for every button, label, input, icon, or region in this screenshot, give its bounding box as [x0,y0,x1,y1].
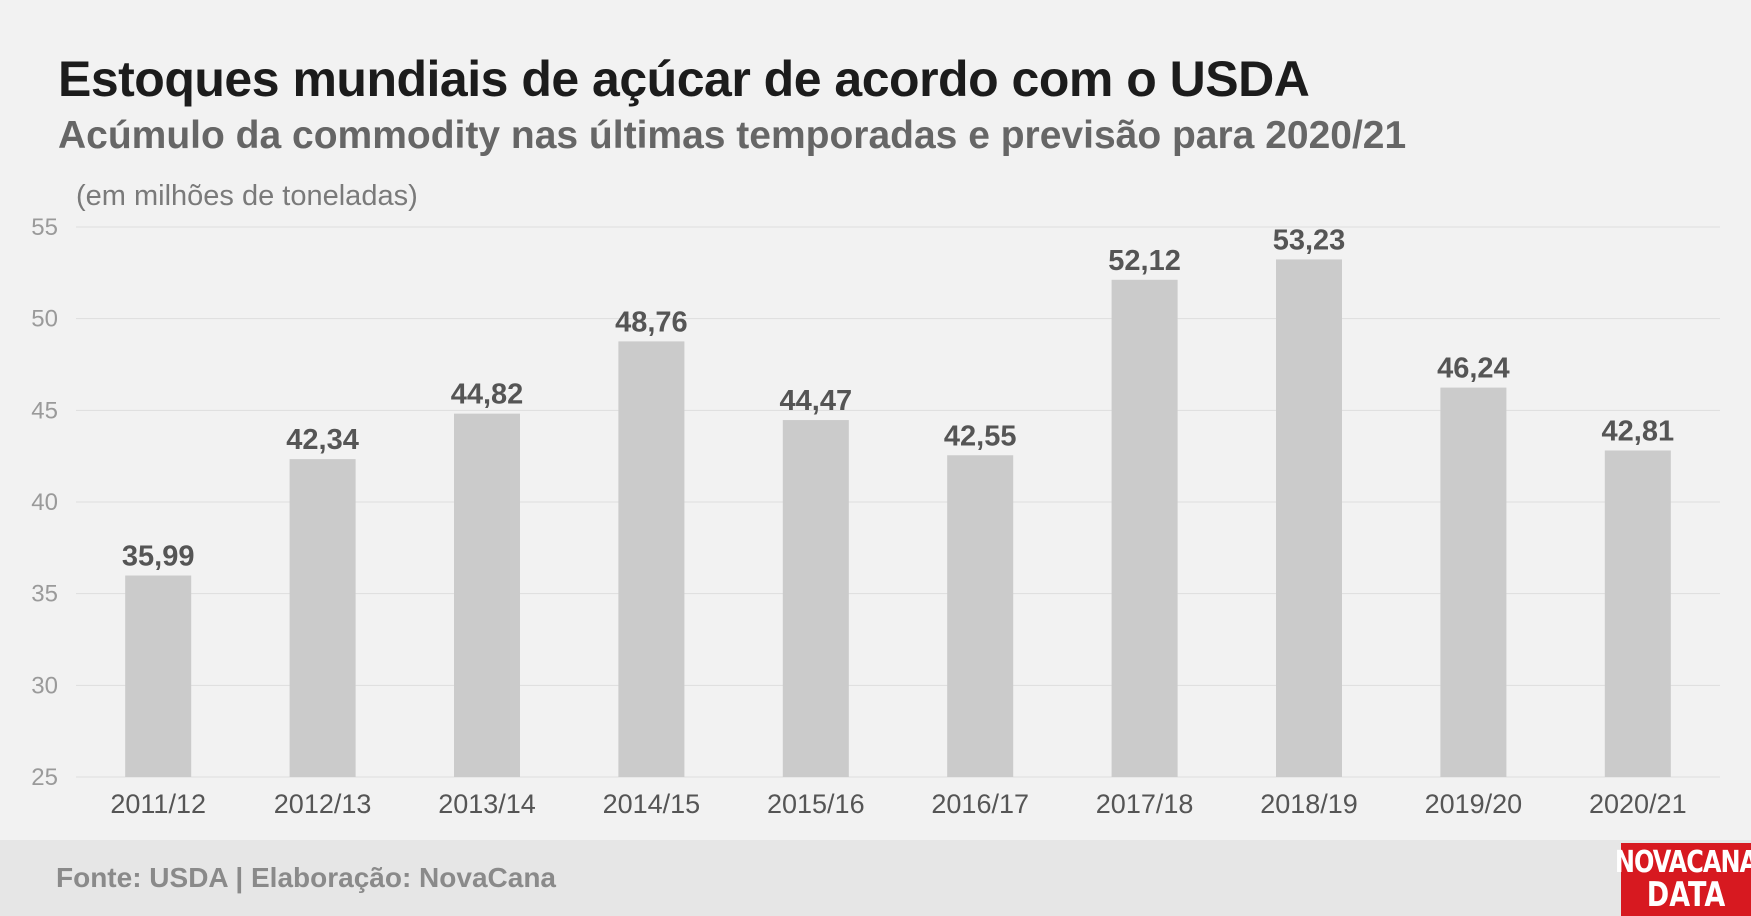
value-labels: 35,99 42,34 44,82 48,76 44,47 42,55 52,12 53,23… [122,224,1674,572]
x-axis-labels: 2011/12 2012/13 2013/14 2014/15 2015/16 2016/… [110,789,1686,819]
footer-bar: Fonte: USDA | Elaboração: NovaCana NOVAC… [0,840,1751,916]
x-tick-label: 2012/13 [274,789,372,819]
value-label: 35,99 [122,541,195,573]
y-tick-label: 40 [31,489,58,516]
x-tick-label: 2020/21 [1589,789,1687,819]
bar [289,459,356,777]
bar [125,575,192,777]
bar [1276,259,1342,777]
chart-subtitle: Acúmulo da commodity nas últimas tempora… [58,114,1407,157]
x-tick-label: 2015/16 [767,789,865,819]
bar [1440,387,1507,777]
y-tick-label: 25 [31,764,58,791]
value-label: 42,81 [1602,415,1675,447]
unit-note: (em milhões de toneladas) [76,180,418,212]
value-label: 44,47 [780,385,853,417]
bar [454,413,520,777]
value-label: 46,24 [1437,353,1510,385]
value-label: 48,76 [615,306,688,338]
value-label: 53,23 [1273,224,1346,256]
bar [947,455,1014,777]
value-label: 42,34 [286,424,359,456]
y-axis-ticks: 25 30 35 40 45 50 55 [31,214,58,791]
bar-chart: 25 30 35 40 45 50 55 35,99 42,34 44,82 48,76 44,47… [31,214,1720,819]
x-tick-label: 2011/12 [110,789,206,819]
value-label: 52,12 [1108,245,1181,277]
bar [1111,279,1178,777]
x-tick-label: 2018/19 [1260,789,1358,819]
y-tick-label: 35 [31,581,58,608]
bars [125,259,1671,777]
x-tick-label: 2016/17 [931,789,1029,819]
value-label: 44,82 [451,379,524,411]
x-tick-label: 2013/14 [438,789,536,819]
novacana-data-logo: NOVACANA DATA [1615,843,1751,916]
y-tick-label: 45 [31,397,58,424]
bar [1604,450,1671,777]
y-tick-label: 50 [31,306,58,333]
logo-line-1: NOVACANA [1614,844,1751,880]
bar [618,341,685,777]
logo-line-2: DATA [1646,876,1726,915]
y-tick-label: 55 [31,214,58,241]
value-label: 42,55 [944,420,1017,452]
bar [782,420,849,777]
x-tick-label: 2017/18 [1096,789,1194,819]
x-tick-label: 2019/20 [1425,789,1523,819]
source-note: Fonte: USDA | Elaboração: NovaCana [56,862,556,893]
chart-title: Estoques mundiais de açúcar de acordo co… [58,51,1310,107]
y-tick-label: 30 [31,672,58,699]
x-tick-label: 2014/15 [603,789,701,819]
